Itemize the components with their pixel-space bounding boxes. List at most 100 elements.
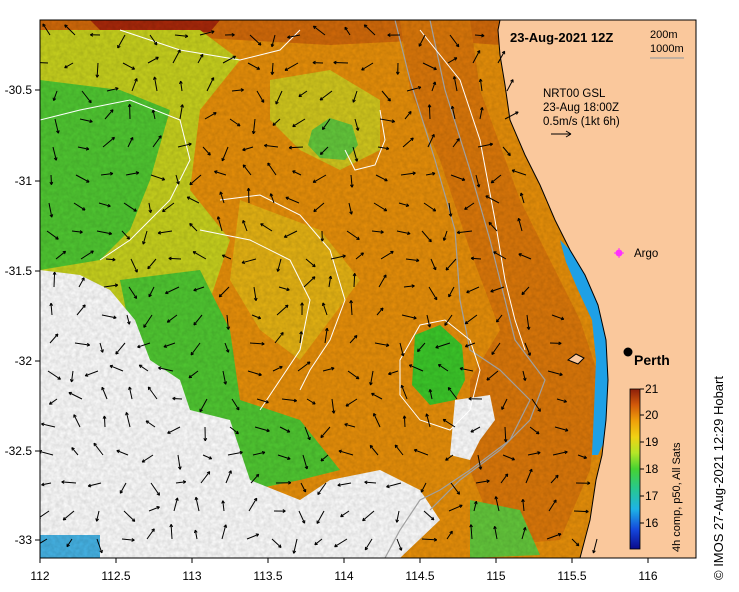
current-vector-head	[486, 479, 490, 484]
current-vector-head	[282, 509, 286, 513]
current-vector-head	[156, 506, 160, 510]
current-vector	[438, 364, 449, 372]
current-vector-head	[342, 254, 346, 259]
current-vector	[338, 450, 354, 456]
current-vector-head	[61, 480, 65, 484]
current-vector-head	[287, 456, 291, 460]
current-vector	[40, 62, 49, 64]
current-vector-head	[337, 483, 341, 487]
colorbar-tick: 20	[645, 408, 659, 422]
current-vector-head	[583, 455, 587, 459]
current-vector	[121, 230, 130, 240]
current-vector-head	[189, 181, 193, 186]
current-vector-head	[90, 32, 94, 37]
current-vector	[521, 527, 526, 540]
current-vector	[518, 253, 532, 260]
current-vector	[425, 172, 436, 176]
current-vector-head	[428, 238, 432, 243]
current-vector-head	[211, 30, 215, 34]
y-tick-label: -32	[15, 354, 33, 368]
current-vector-head	[246, 187, 251, 192]
current-vector	[102, 137, 115, 148]
current-vector	[81, 90, 92, 104]
current-vector-head	[349, 300, 354, 304]
current-vector-head	[285, 196, 289, 201]
current-vector-head	[416, 258, 420, 263]
current-vector-head	[557, 533, 562, 537]
current-vector-head	[411, 284, 415, 288]
current-vector-head	[311, 276, 316, 280]
current-vector-head	[433, 537, 438, 542]
current-vector-head	[189, 223, 193, 227]
current-vector-head	[563, 399, 567, 403]
current-vector-head	[279, 365, 283, 370]
current-vector-head	[333, 60, 337, 65]
current-vector-head	[292, 550, 297, 554]
current-vector-head	[162, 208, 166, 213]
current-vector-head	[236, 122, 241, 127]
current-vector	[242, 220, 248, 232]
current-vector-head	[188, 142, 192, 147]
current-vector	[475, 480, 490, 484]
current-vector	[297, 361, 311, 372]
current-vector	[337, 482, 352, 486]
current-vector	[251, 314, 261, 319]
current-vector	[202, 454, 212, 460]
current-vector-head	[49, 214, 54, 218]
x-tick-label: 112	[30, 569, 49, 583]
current-vector	[123, 510, 136, 522]
current-vector-head	[302, 488, 307, 493]
current-vector-head	[501, 50, 506, 55]
current-vector-head	[427, 324, 432, 328]
current-vector	[402, 137, 414, 148]
current-vector-head	[349, 184, 354, 188]
current-vector	[522, 499, 525, 512]
current-vector	[477, 143, 493, 148]
current-vector	[104, 109, 114, 120]
current-vector-head	[218, 293, 223, 298]
current-vector	[206, 77, 215, 92]
current-vector	[125, 412, 131, 428]
current-vector-head	[373, 413, 377, 417]
current-vector	[204, 112, 217, 120]
current-vector-head	[354, 158, 359, 162]
current-vector	[148, 202, 152, 213]
current-vector	[221, 524, 227, 540]
current-vector-head	[490, 179, 495, 184]
current-vector-head	[575, 542, 580, 547]
current-vector	[422, 62, 437, 70]
current-vector	[250, 473, 260, 484]
current-vector-head	[402, 415, 407, 419]
current-vector-head	[251, 130, 256, 135]
current-vector-head	[564, 428, 569, 432]
current-vector-head	[99, 549, 103, 554]
current-vector	[399, 342, 404, 357]
current-vector	[479, 107, 483, 120]
current-vector-head	[473, 500, 478, 505]
current-vector-head	[526, 326, 531, 330]
current-vector	[350, 300, 353, 316]
current-vector-head	[221, 157, 225, 162]
plot-frame	[39, 19, 697, 559]
current-vector	[117, 34, 126, 49]
current-vector	[506, 79, 514, 92]
current-vector-head	[203, 437, 208, 442]
current-vector-head	[193, 287, 197, 292]
current-vector-head	[466, 289, 470, 294]
current-vector-head	[388, 371, 392, 376]
current-vector-head	[66, 543, 70, 548]
current-vector-head	[398, 547, 403, 551]
current-vector	[127, 137, 134, 148]
current-vector	[495, 496, 500, 512]
current-vector	[175, 481, 186, 484]
current-vector-head	[503, 438, 508, 443]
current-vector-head	[41, 422, 45, 427]
current-vector-head	[133, 208, 137, 212]
current-vector	[525, 469, 533, 484]
current-vector-head	[147, 265, 151, 270]
current-vector-head	[501, 406, 505, 410]
current-vector	[350, 174, 353, 188]
current-vector	[445, 454, 454, 461]
current-vector	[218, 286, 230, 298]
